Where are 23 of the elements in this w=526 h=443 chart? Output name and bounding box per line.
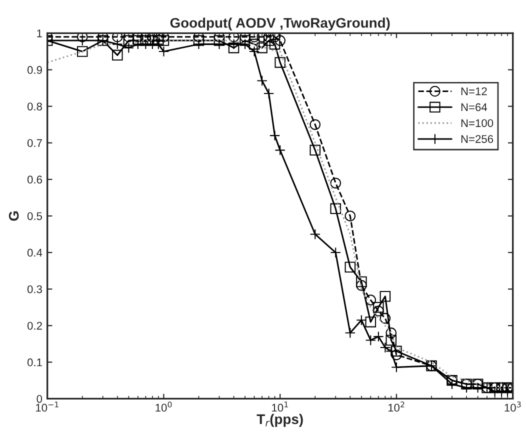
- y-tick-label: 0.1: [27, 358, 42, 366]
- x-tick-label: 10$^{−1}$: [36, 402, 58, 412]
- y-tick-label: 0.6: [27, 176, 42, 184]
- legend-label: N=256: [461, 135, 494, 143]
- y-tick-label: 0.4: [27, 248, 42, 257]
- legend-label: N=12: [461, 87, 487, 96]
- y-tick-label: 0.3: [27, 285, 42, 294]
- x-tick-label: 10$^{3}$: [504, 402, 521, 412]
- x-tick-label: 10$^{0}$: [156, 402, 172, 412]
- legend-label: N=100: [461, 119, 494, 128]
- y-tick-label: 0.2: [27, 322, 42, 330]
- y-tick-label: 0: [36, 394, 42, 403]
- y-tick-label: 0.5: [27, 212, 42, 220]
- y-tick-label: 1: [37, 30, 42, 38]
- y-tick-label: 0.8: [27, 102, 42, 110]
- x-tick-label: 10$^{2}$: [388, 402, 404, 412]
- y-tick-label: 0.9: [27, 66, 42, 74]
- x-axis-title: T$_{r}$(pps): [256, 414, 303, 427]
- x-tick-label: 10$^{1}$: [272, 402, 288, 412]
- y-axis-title: G: [8, 211, 19, 221]
- chart-title: Goodput( AODV ,TwoRayGround): [170, 18, 390, 31]
- y-tick-label: 0.7: [27, 139, 42, 148]
- legend-label: N=64: [461, 103, 488, 112]
